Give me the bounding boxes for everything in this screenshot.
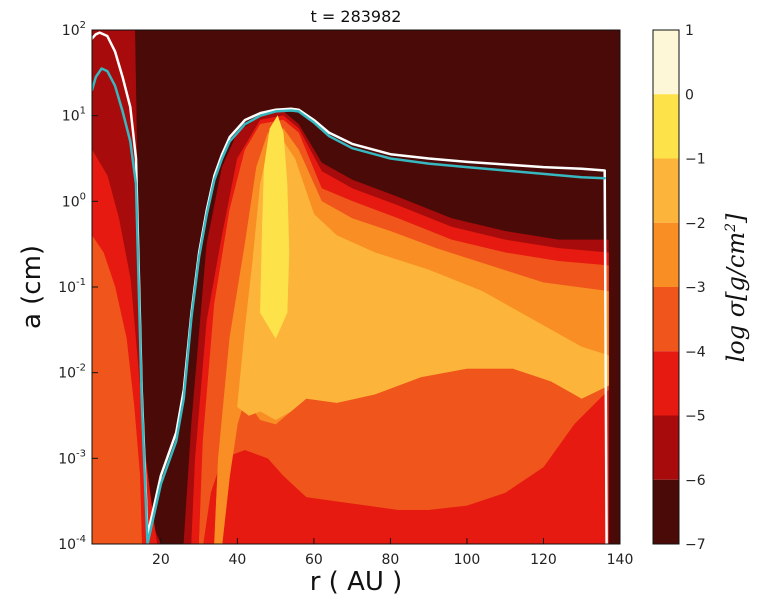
y-tick-label-0: 10-4 (58, 534, 86, 553)
colorbar-band-4 (653, 287, 679, 352)
colorbar-label: log σ[g/cm2] (722, 213, 750, 362)
x-tick-label-6: 140 (607, 552, 634, 568)
colorbar-ticks: 1 0 −1 −2 −3 −4 −5 −6 −7 (685, 23, 706, 553)
colorbar (652, 29, 680, 545)
colorbar-tick-label-5: −4 (685, 344, 706, 360)
x-tick-label-0: 20 (152, 552, 170, 568)
boundary-line-1 (92, 67, 606, 544)
plot-area (91, 29, 621, 545)
colorbar-band-7 (653, 479, 679, 544)
contour-regions (92, 30, 609, 544)
colorbar-band-0 (653, 30, 679, 95)
y-tick-label-2: 10-2 (58, 363, 86, 382)
colorbar-label-end: ] (722, 213, 750, 224)
contour-region-4 (92, 235, 142, 544)
colorbar-tick-label-3: −2 (685, 216, 706, 232)
colorbar-tick-label-0: 1 (685, 23, 694, 39)
contour-region-8 (260, 115, 290, 339)
colorbar-tick-label-8: −7 (685, 537, 706, 553)
x-axis-ticks: 20 40 60 80 100 120 140 (152, 538, 633, 568)
x-tick-label-5: 120 (530, 552, 557, 568)
colorbar-label-main: log σ (722, 300, 750, 362)
colorbar-label-unit: [g/cm (722, 232, 750, 301)
colorbar-band-3 (653, 222, 679, 287)
colorbar-frame (652, 29, 680, 545)
y-tick-label-5: 101 (62, 106, 86, 125)
x-tick-label-1: 40 (228, 552, 246, 568)
colorbar-band-6 (653, 415, 679, 480)
x-tick-label-2: 60 (305, 552, 323, 568)
x-tick-label-4: 100 (454, 552, 481, 568)
colorbar-band-1 (653, 94, 679, 159)
y-tick-label-1: 10-3 (58, 448, 86, 467)
y-tick-label-4: 100 (62, 191, 86, 210)
boundary-line-0 (92, 31, 608, 544)
y-tick-label-6: 102 (62, 20, 86, 39)
colorbar-label-sup: 2 (723, 223, 739, 233)
colorbar-band-5 (653, 351, 679, 416)
y-axis-label: a (cm) (17, 245, 47, 329)
x-tick-label-3: 80 (382, 552, 400, 568)
boundary-lines (92, 31, 608, 544)
y-tick-label-3: 10-1 (58, 277, 86, 296)
y-axis-ticks: 10-4 10-3 10-2 10-1 100 101 102 (58, 20, 98, 553)
x-axis-label: r ( AU ) (310, 567, 403, 597)
colorbar-tick-label-6: −5 (685, 409, 706, 425)
colorbar-tick-label-2: −1 (685, 152, 706, 168)
colorbar-tick-label-4: −3 (685, 280, 706, 296)
chart-title: t = 283982 (311, 7, 402, 26)
colorbar-tick-label-7: −6 (685, 473, 706, 489)
colorbar-tick-label-1: 0 (685, 87, 694, 103)
colorbar-band-2 (653, 158, 679, 223)
